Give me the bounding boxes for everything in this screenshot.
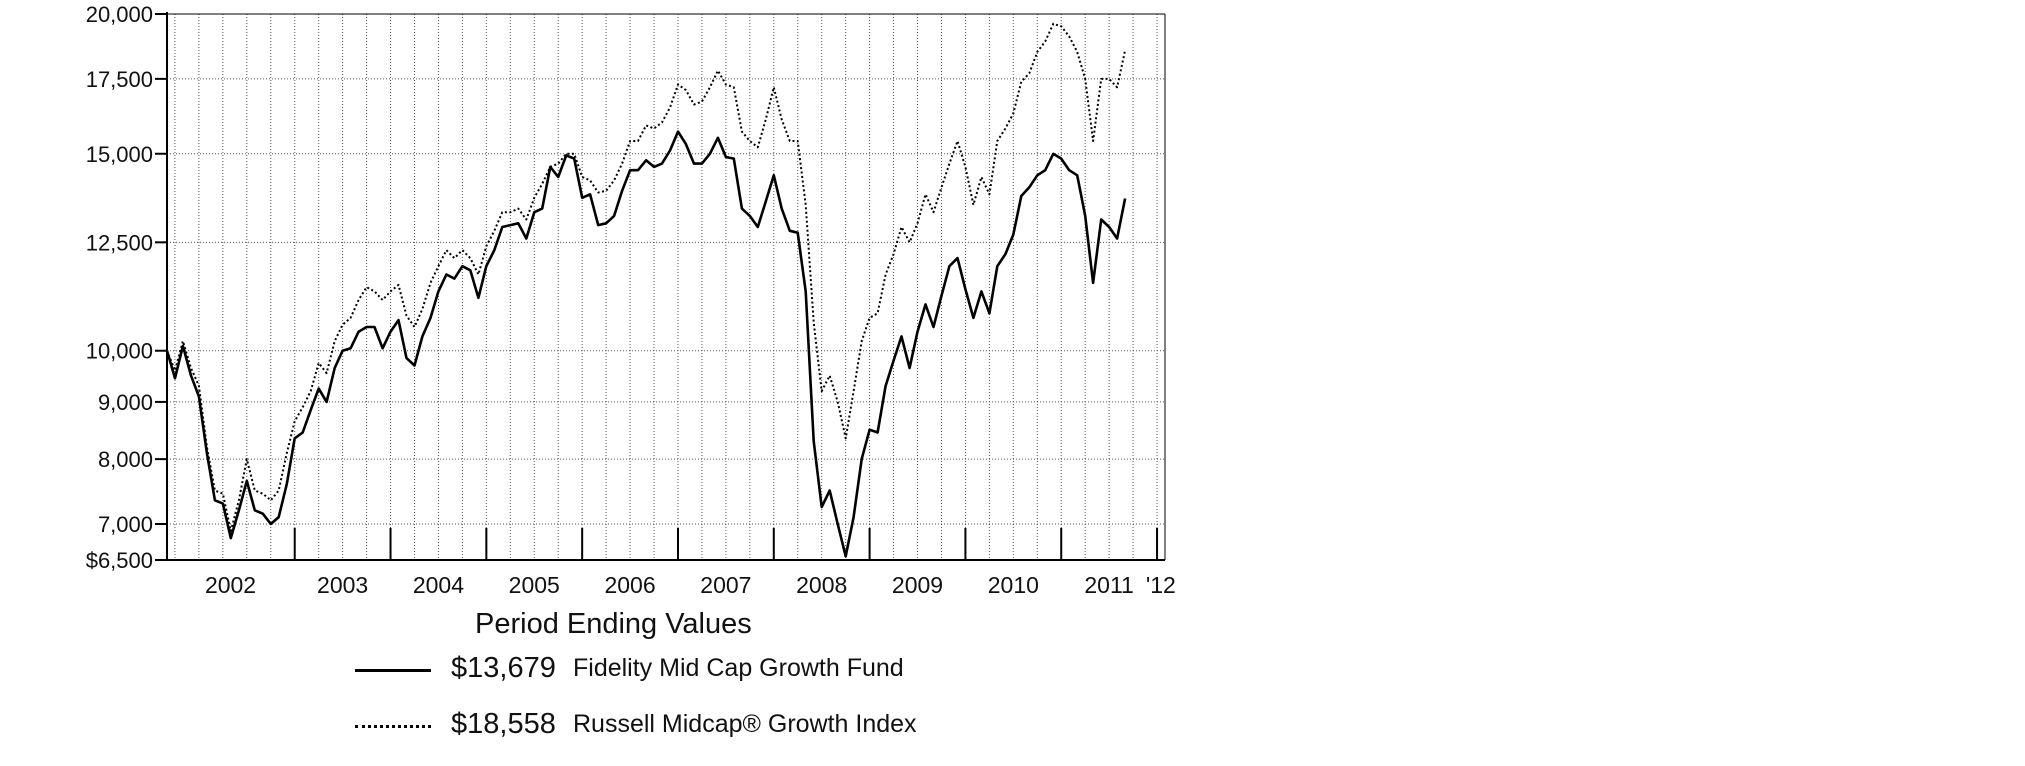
x-tick-label: 2010 (988, 572, 1039, 598)
y-tick-label: 9,000 (98, 390, 153, 415)
fund-series-line (165, 130, 1127, 558)
legend-title: Period Ending Values (475, 608, 752, 640)
legend-fund-value: $13,679 (451, 652, 556, 684)
y-tick-label: 8,000 (98, 447, 153, 472)
y-tick-label: 20,000 (86, 2, 153, 27)
x-tick-label: 2009 (892, 572, 943, 598)
y-tick-label: 12,500 (86, 230, 153, 255)
y-tick-label: $6,500 (86, 548, 153, 573)
legend-dotted-line-swatch (355, 725, 431, 728)
y-tick-label: 10,000 (86, 339, 153, 364)
legend-index-name: Russell Midcap® Growth Index (573, 710, 917, 738)
y-tick-label: 15,000 (86, 142, 153, 167)
y-tick-label: 7,000 (98, 512, 153, 537)
x-tick-label: 2002 (205, 572, 256, 598)
x-tick-label: 2007 (700, 572, 751, 598)
legend-index-value: $18,558 (451, 708, 556, 740)
x-tick-label: 2003 (317, 572, 368, 598)
x-tick-label: 2005 (509, 572, 560, 598)
x-tick-label: 2011 (1084, 572, 1133, 598)
legend-solid-line-swatch (355, 669, 431, 672)
y-tick-label: 17,500 (86, 67, 153, 92)
legend-fund-name: Fidelity Mid Cap Growth Fund (573, 654, 904, 682)
x-tick-label: 2008 (796, 572, 847, 598)
x-tick-label: 2006 (604, 572, 655, 598)
x-tick-label: '12 (1146, 572, 1176, 598)
x-tick-label: 2004 (413, 572, 464, 598)
index-series-line (166, 22, 1127, 532)
